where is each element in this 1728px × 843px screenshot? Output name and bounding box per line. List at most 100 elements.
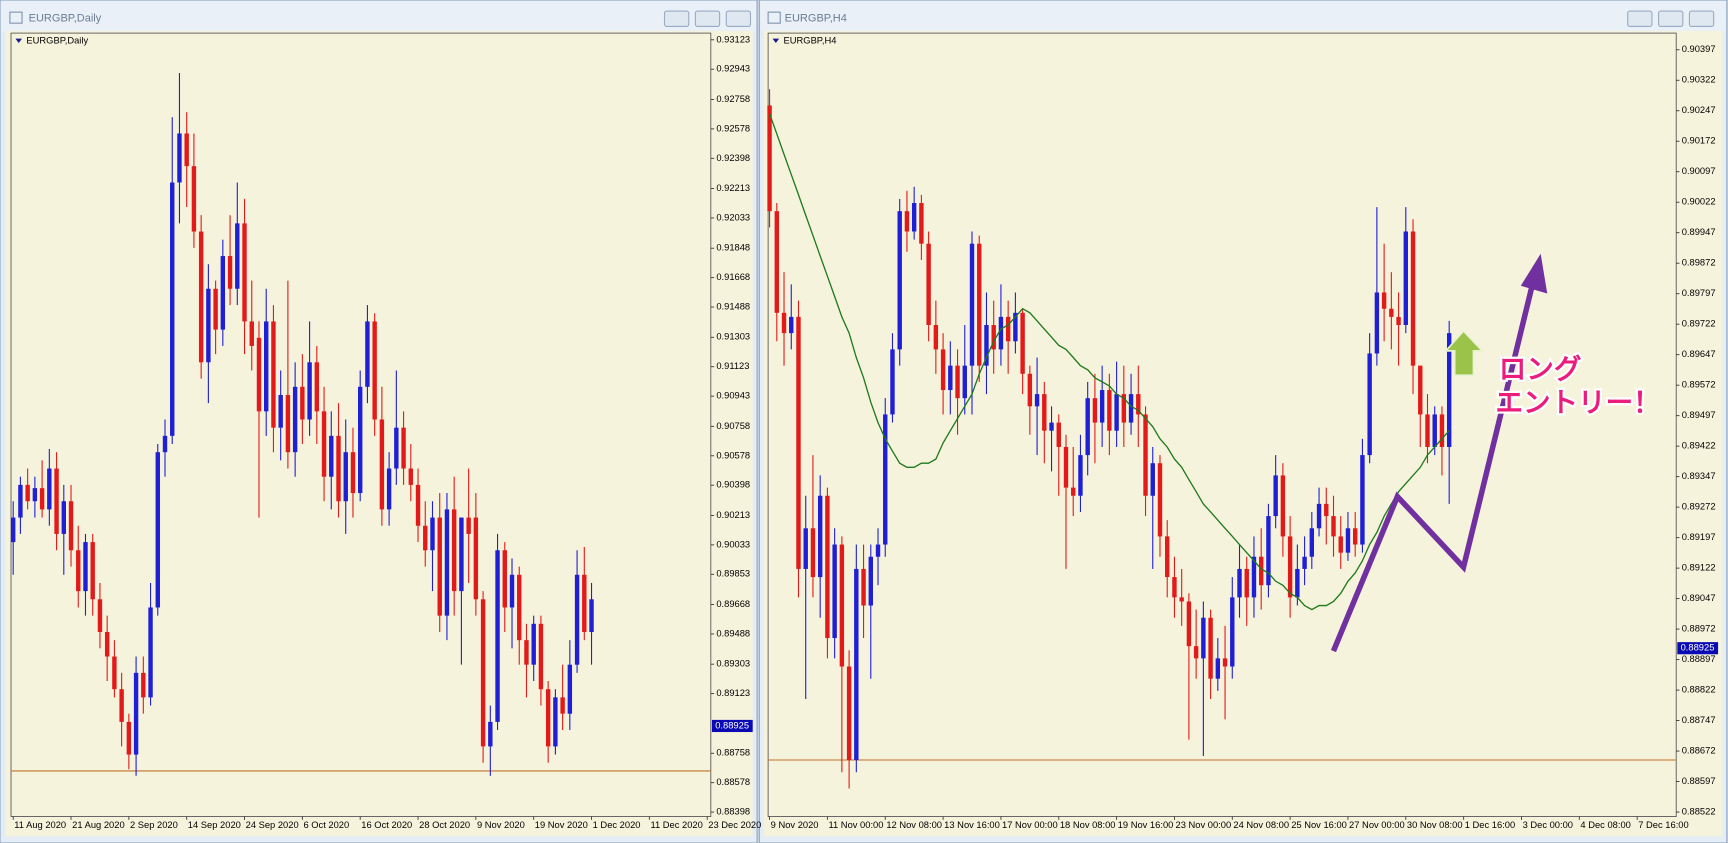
candle-body: [39, 488, 45, 510]
candle-body: [1215, 658, 1221, 679]
y-tick-label: 0.92578: [716, 123, 750, 133]
y-tick-label: 0.90033: [716, 539, 750, 549]
candle-body: [1230, 597, 1235, 667]
candle-body: [76, 550, 81, 592]
minimize-button[interactable]: [1627, 10, 1653, 28]
y-tick-label: 0.89853: [716, 569, 750, 579]
candle-body: [1027, 373, 1033, 407]
candle-body: [357, 386, 363, 494]
candle-body: [177, 133, 182, 183]
y-tick-label: 0.90398: [716, 480, 750, 490]
symbol-arrow: [772, 38, 780, 44]
candle-body: [911, 203, 917, 232]
y-tick-label: 0.89047: [1682, 593, 1716, 603]
window-right: EURGBP,H4 EURGBP,H4: [758, 0, 1728, 843]
price-tag-label: 0.88925: [1681, 643, 1715, 653]
title-bar: [1, 1, 756, 31]
x-tick-label: 7 Dec 16:00: [1638, 820, 1688, 830]
x-tick-label: 3 Dec 00:00: [1523, 820, 1573, 830]
price-tag: [711, 719, 753, 733]
candle-body: [1381, 292, 1387, 309]
y-tick-label: 0.90943: [716, 391, 750, 401]
annotation-text: ロング: [1499, 354, 1582, 386]
candle-body: [264, 321, 269, 412]
candle-body: [10, 517, 16, 543]
x-tick-label: 6 Oct 2020: [303, 820, 349, 830]
x-tick-label: 2 Sep 2020: [130, 820, 178, 830]
candle-body: [148, 607, 153, 698]
candle-body: [495, 550, 500, 722]
maximize-button[interactable]: [694, 10, 721, 28]
y-tick-label: 0.92033: [716, 212, 750, 222]
candle-body: [582, 574, 587, 632]
x-tick-label: 27 Nov 00:00: [1349, 820, 1405, 830]
candle-body: [321, 411, 327, 477]
candle-body: [553, 697, 558, 747]
y-tick-label: 0.89947: [1682, 227, 1716, 237]
candle-body: [1157, 463, 1163, 537]
x-tick-label: 25 Nov 16:00: [1291, 820, 1347, 830]
candle-body: [97, 599, 103, 632]
candle-body: [206, 288, 211, 363]
candle-body: [1309, 528, 1315, 557]
y-tick-label: 0.92943: [716, 64, 750, 74]
candle-body: [408, 468, 414, 485]
candle-body: [1403, 231, 1409, 326]
y-tick-label: 0.90322: [1682, 75, 1716, 85]
candle-body: [531, 623, 536, 665]
y-tick-label: 0.89123: [716, 688, 750, 698]
candle-body: [854, 568, 859, 761]
candle-body: [155, 452, 160, 608]
annotation-text: エントリー！: [1495, 387, 1660, 419]
x-tick-label: 14 Sep 2020: [188, 820, 241, 830]
title-bar: [760, 1, 1726, 31]
candle-body: [919, 203, 924, 244]
y-tick-label: 0.88972: [1682, 624, 1716, 634]
candle-body: [430, 517, 435, 551]
candle-body: [227, 256, 233, 289]
candle-body: [517, 574, 522, 641]
y-tick-label: 0.89422: [1682, 441, 1716, 451]
candle-body: [940, 349, 946, 391]
candle-body: [191, 166, 197, 232]
candle-body: [350, 452, 356, 494]
minimize-button[interactable]: [663, 10, 690, 28]
y-tick-label: 0.91848: [716, 243, 750, 253]
maximize-button[interactable]: [1658, 10, 1684, 28]
candle-body: [1114, 394, 1119, 431]
candle-body: [1287, 536, 1293, 598]
close-button[interactable]: [1688, 10, 1715, 28]
annotation-shapes: [1330, 253, 1548, 653]
candle-body: [1172, 577, 1177, 598]
candle-body: [846, 666, 852, 761]
candle-body: [560, 697, 565, 714]
candle-body: [423, 525, 428, 551]
candle-body: [962, 365, 967, 399]
candle-body: [401, 427, 406, 469]
symbol-arrow: [15, 38, 23, 44]
candle-body: [141, 672, 146, 698]
y-tick-label: 0.88747: [1682, 715, 1716, 725]
candle-body: [68, 501, 74, 551]
moving-average: [768, 113, 1450, 611]
candle-body: [1005, 316, 1011, 342]
candle-body: [488, 721, 493, 747]
candle-body: [1338, 536, 1343, 553]
window-icon: [9, 11, 23, 24]
candle-body: [329, 435, 334, 477]
candle-body: [810, 528, 816, 578]
x-tick-label: 16 Oct 2020: [361, 820, 412, 830]
x-tick-label: 18 Nov 08:00: [1060, 820, 1116, 830]
candle-body: [1237, 568, 1242, 598]
candle-body: [235, 223, 240, 289]
candle-body: [1251, 556, 1257, 598]
x-tick-label: 23 Nov 00:00: [1176, 820, 1232, 830]
chart-area: [5, 30, 753, 837]
candle-body: [991, 325, 996, 350]
candle-body: [817, 495, 823, 578]
candle-body: [112, 656, 117, 690]
close-button[interactable]: [725, 10, 752, 28]
candle-body: [444, 509, 450, 616]
candle-body: [984, 325, 989, 366]
x-tick-label: 19 Nov 16:00: [1118, 820, 1174, 830]
